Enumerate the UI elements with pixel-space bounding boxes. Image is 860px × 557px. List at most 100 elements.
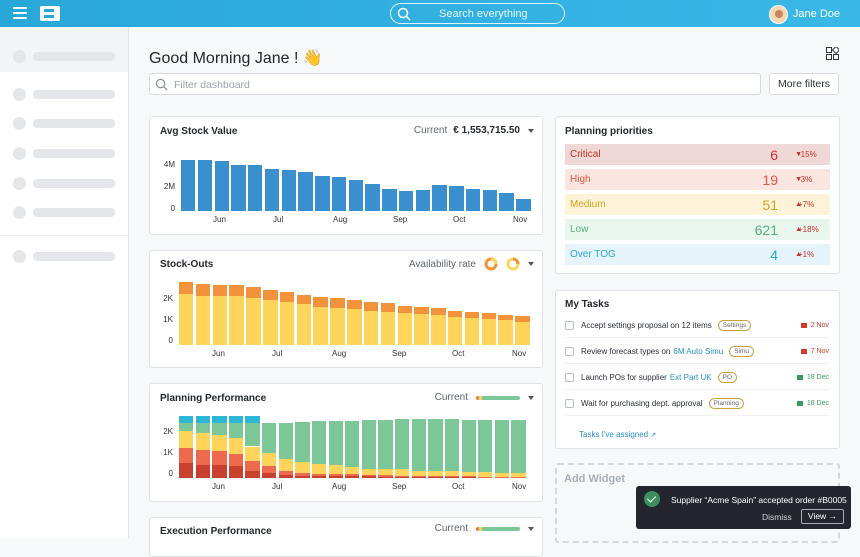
chart-bar	[498, 320, 513, 345]
x-tick-label: Oct	[452, 482, 465, 491]
task-checkbox[interactable]	[565, 398, 574, 408]
y-tick-label: 0	[168, 469, 173, 478]
chart-bar	[328, 421, 343, 466]
planning-performance-card: Planning Performance Current 2K 1K 0 Jun Jul…	[149, 383, 543, 502]
chart-bar	[365, 183, 380, 211]
chart-bar	[447, 317, 463, 345]
chart-bar	[331, 176, 347, 211]
task-link[interactable]: 6M Auto Simu	[673, 346, 724, 356]
chart-bar	[494, 476, 510, 478]
chart-bar	[262, 472, 277, 478]
chart-bar	[494, 477, 510, 478]
chart-bar	[245, 446, 260, 462]
chart-bar	[212, 434, 227, 451]
task-checkbox[interactable]	[565, 346, 574, 356]
search-placeholder: Search everything	[439, 8, 528, 20]
sidebar-item-placeholder[interactable]	[13, 87, 115, 101]
chart-bar	[380, 311, 396, 345]
execution-performance-card: Execution Performance Current	[149, 517, 543, 557]
chart-bar	[328, 475, 343, 478]
priority-row-medium[interactable]: Medium 51 ▲ +7%	[565, 194, 830, 215]
more-filters-button[interactable]: More filters	[769, 73, 839, 95]
chevron-down-icon	[528, 262, 534, 266]
y-tick-label: 1K	[163, 448, 173, 457]
chart-bar	[345, 466, 360, 475]
tasks-assigned-link[interactable]: Tasks I've assigned ↗	[579, 430, 656, 439]
chart-bar	[378, 476, 393, 478]
chart-bar	[482, 189, 498, 211]
filter-input[interactable]: Filter dashboard	[149, 73, 761, 95]
chart-bar	[228, 438, 244, 454]
global-search[interactable]: Search everything	[390, 3, 565, 24]
chart-bar	[432, 185, 447, 211]
priority-row-high[interactable]: High 19 ▼ -3%	[565, 169, 830, 190]
sidebar-item-placeholder[interactable]	[13, 116, 115, 130]
sidebar-item-placeholder[interactable]	[13, 205, 115, 219]
chart-bar	[263, 289, 278, 301]
chart-bar	[431, 315, 446, 345]
card-title: My Tasks	[565, 299, 610, 310]
chart-bar	[414, 314, 429, 345]
dashboard-layout-icon[interactable]	[826, 47, 839, 60]
chart-bar	[444, 470, 460, 477]
sidebar-item-placeholder[interactable]	[13, 176, 115, 190]
x-tick-label: Jul	[272, 482, 283, 491]
task-item[interactable]: Launch POs for supplier Ext Part UK PO 18 D…	[565, 365, 829, 390]
chart-bar	[361, 475, 377, 477]
menu-icon[interactable]	[13, 7, 27, 19]
task-due-date: 7 Nov	[810, 347, 829, 355]
chart-bar	[179, 447, 194, 464]
chart-bar	[245, 461, 260, 471]
card-title: Execution Performance	[160, 526, 272, 537]
task-item[interactable]: Wait for purchasing dept. approval Planni…	[565, 391, 829, 416]
chart-bar	[262, 423, 277, 453]
chart-bar	[228, 423, 244, 439]
sidebar-item-placeholder[interactable]	[13, 249, 115, 263]
chart-bar	[295, 472, 310, 476]
notification-toast: Supplier “Acme Spain” accepted order #B0…	[636, 486, 851, 529]
task-due-date: 18 Dec	[806, 399, 829, 407]
chart-bar	[311, 473, 327, 476]
task-tag: PO	[717, 371, 738, 383]
user-menu[interactable]: Jane Doe	[768, 4, 840, 24]
task-link[interactable]: Ext Part UK	[669, 372, 712, 382]
priority-row-low[interactable]: Low 621 ▲ +18%	[565, 219, 830, 240]
chart-bar	[461, 476, 476, 478]
chart-bar	[212, 465, 227, 478]
current-selector[interactable]: Current € 1,553,715.50	[414, 125, 534, 136]
chart-bar	[414, 306, 429, 315]
chart-bar	[499, 193, 514, 211]
chart-bar	[478, 419, 493, 473]
task-item[interactable]: Review forecast types on 6M Auto Simu Simu…	[565, 339, 829, 364]
chart-bar	[248, 164, 263, 211]
task-tag: Settings	[717, 319, 752, 331]
chart-bar	[348, 180, 364, 211]
view-button[interactable]: View →	[801, 509, 844, 524]
task-checkbox[interactable]	[565, 320, 574, 330]
chart-bar	[465, 188, 481, 211]
chart-bar	[511, 476, 526, 478]
sidebar-item-placeholder[interactable]	[13, 49, 115, 63]
chart-bar	[431, 307, 446, 316]
chart-bar	[411, 475, 426, 477]
priority-row-critical[interactable]: Critical 6 ▼ -15%	[565, 144, 830, 165]
dismiss-button[interactable]: Dismiss	[762, 512, 792, 522]
task-due-date: 18 Dec	[806, 373, 829, 381]
task-checkbox[interactable]	[565, 372, 574, 382]
sidebar-item-placeholder[interactable]	[13, 146, 115, 160]
chart-bar	[279, 302, 295, 345]
current-label: Current	[413, 125, 448, 136]
current-selector[interactable]: Current	[435, 392, 534, 403]
search-icon	[397, 7, 411, 21]
x-tick-label: Aug	[332, 482, 347, 491]
chart-bar	[246, 287, 261, 299]
priority-label: High	[570, 174, 591, 185]
priority-row-over-tog[interactable]: Over TOG 4 ▲ +1%	[565, 244, 830, 265]
priority-value: 621	[754, 221, 778, 238]
current-selector[interactable]: Current	[435, 523, 534, 534]
chart-bar	[228, 466, 244, 478]
chart-bar	[295, 475, 310, 478]
availability-selector[interactable]: Availability rate	[409, 257, 534, 271]
x-tick-label: Nov	[512, 482, 527, 491]
task-item[interactable]: Accept settings proposal on 12 items Sett…	[565, 313, 829, 338]
